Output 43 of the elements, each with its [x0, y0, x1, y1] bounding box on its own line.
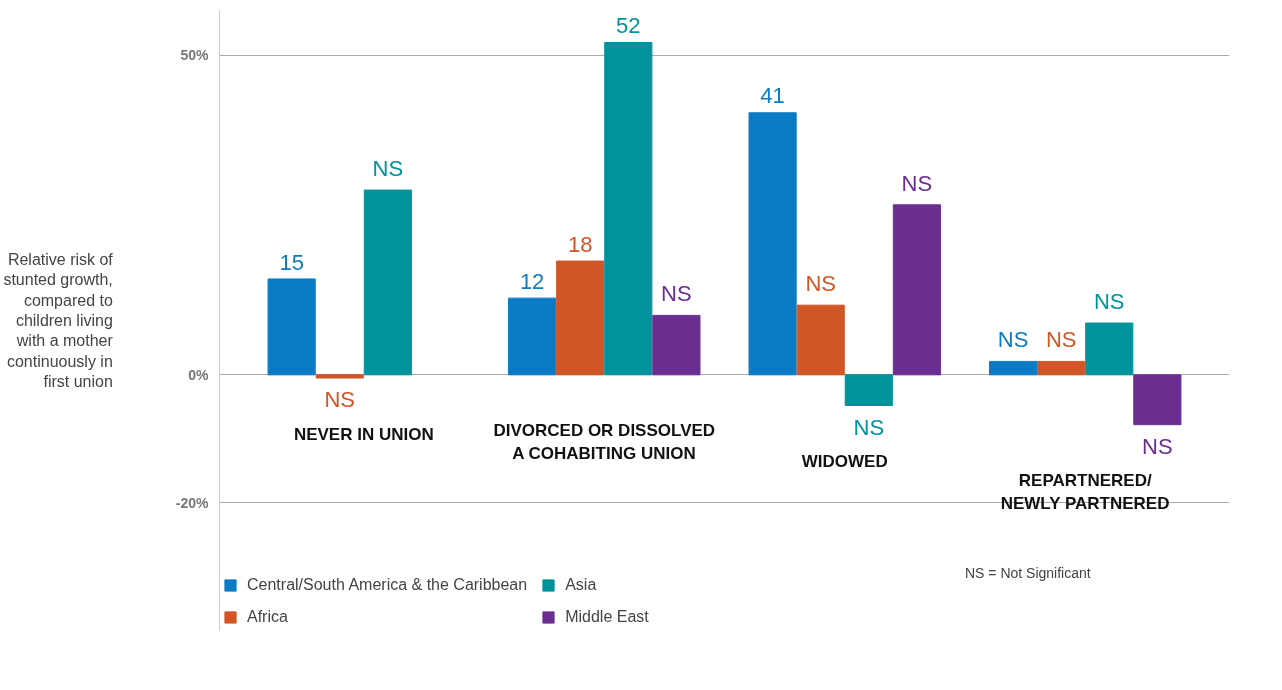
data-label: NS [1093, 288, 1125, 314]
bar [604, 41, 653, 376]
bar [652, 314, 701, 376]
data-label: NS [853, 414, 885, 440]
y-tick-label: 50% [180, 47, 210, 64]
bar [363, 189, 412, 376]
data-label: NS [372, 155, 404, 181]
data-label: NS [805, 270, 836, 296]
bar [844, 374, 893, 407]
bar [1085, 322, 1134, 376]
data-label: 12 [519, 268, 545, 294]
annotation: NS = Not Significant [964, 564, 1091, 581]
data-label: NS [1045, 327, 1077, 353]
x-tick-label: WIDOWED [801, 452, 888, 472]
legend-label: Asia [565, 576, 597, 594]
data-label: 18 [567, 231, 593, 257]
y-axis-title: Relative risk of stunted growth, compared to children living with a mother continuously in first union [3, 250, 114, 391]
x-tick-label: NEVER IN UNION [293, 424, 434, 444]
y-tick-label: 0% [188, 366, 210, 383]
data-label: 41 [760, 83, 785, 109]
legend-label: Middle East [565, 608, 649, 626]
bar [267, 278, 316, 376]
legend-label: Africa [247, 608, 288, 626]
bar [556, 260, 605, 376]
data-label: NS [997, 327, 1029, 353]
data-label: 15 [279, 249, 304, 275]
bar [1037, 360, 1086, 376]
bar [748, 112, 797, 376]
y-tick-label: -20% [175, 494, 210, 511]
legend-label: Central/South America & the Caribbean [247, 576, 528, 594]
bar [796, 304, 845, 376]
x-tick-label: REPARTNERED/ NEWLY PARTNERED [1000, 471, 1170, 513]
data-label: NS [901, 170, 933, 196]
bar [1133, 374, 1182, 426]
data-label: 52 [616, 13, 641, 39]
data-label: NS [324, 387, 356, 413]
data-label: NS [1142, 433, 1173, 459]
data-label: NS [661, 281, 692, 307]
bar [315, 374, 364, 379]
bar [989, 360, 1038, 376]
bar [508, 297, 557, 376]
x-tick-label: DIVORCED OR DISSOLVED A COHABITING UNION [493, 421, 716, 464]
bar [892, 204, 941, 376]
